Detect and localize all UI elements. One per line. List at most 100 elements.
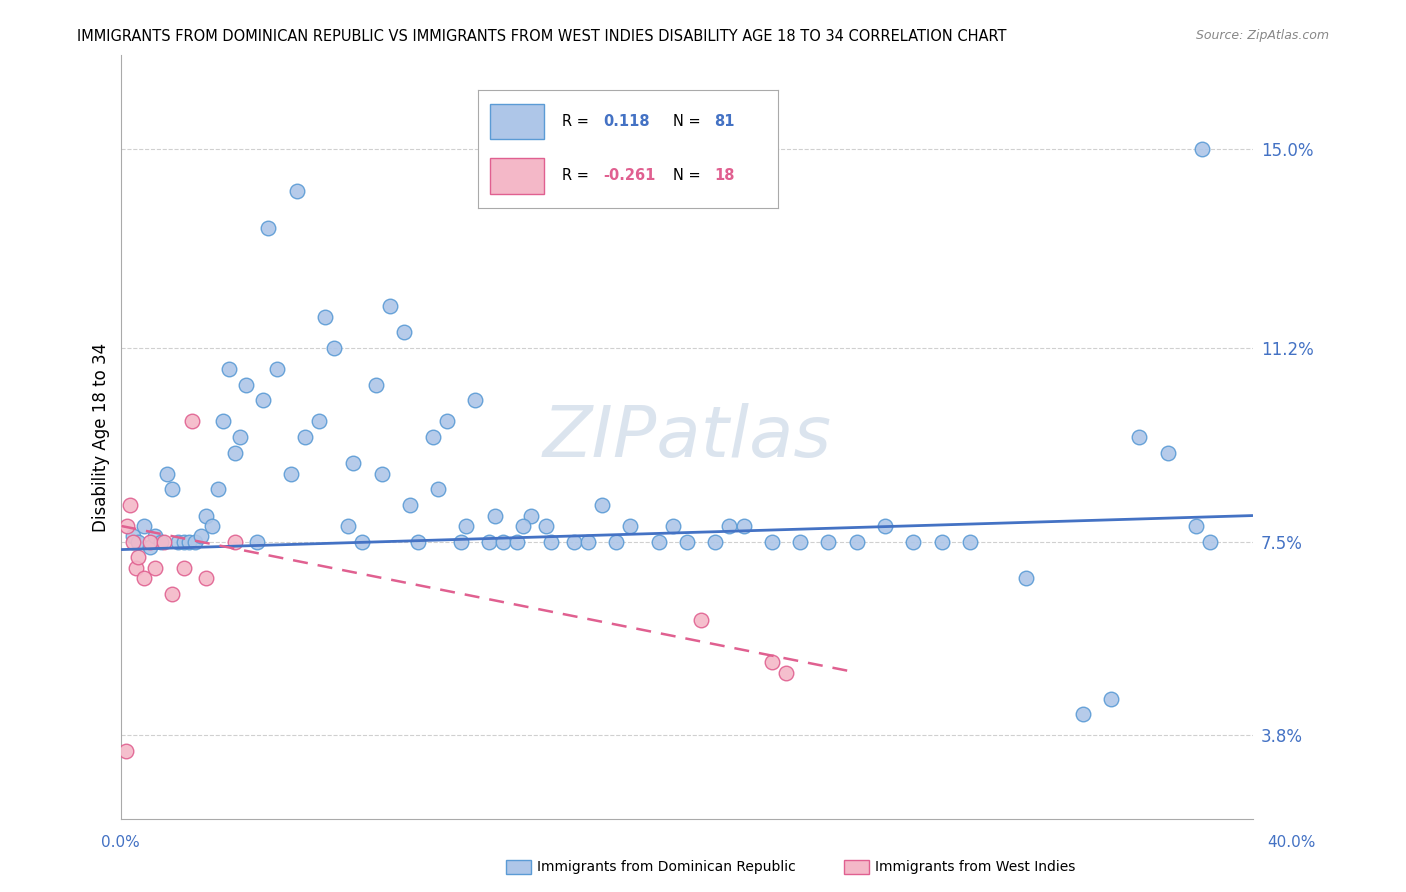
Point bbox=[173, 534, 195, 549]
Point bbox=[179, 534, 201, 549]
Point bbox=[322, 341, 344, 355]
Point bbox=[342, 456, 364, 470]
Point bbox=[224, 446, 246, 460]
Point bbox=[450, 534, 472, 549]
Point bbox=[456, 519, 478, 533]
Point bbox=[132, 519, 155, 533]
Point bbox=[207, 483, 229, 497]
Point bbox=[464, 393, 486, 408]
Point bbox=[285, 184, 308, 198]
Point bbox=[294, 430, 316, 444]
Text: 0.0%: 0.0% bbox=[101, 836, 141, 850]
Point bbox=[280, 467, 302, 481]
Text: IMMIGRANTS FROM DOMINICAN REPUBLIC VS IMMIGRANTS FROM WEST INDIES DISABILITY AGE: IMMIGRANTS FROM DOMINICAN REPUBLIC VS IM… bbox=[77, 29, 1007, 44]
Point bbox=[235, 377, 257, 392]
Point bbox=[903, 534, 925, 549]
Point bbox=[845, 534, 868, 549]
Point bbox=[114, 744, 136, 758]
Point bbox=[364, 377, 387, 392]
Point bbox=[132, 571, 155, 585]
Point bbox=[201, 519, 224, 533]
Point bbox=[145, 561, 167, 575]
Point bbox=[1099, 691, 1122, 706]
Point bbox=[127, 550, 149, 565]
Point bbox=[648, 534, 671, 549]
Text: Immigrants from West Indies: Immigrants from West Indies bbox=[875, 860, 1076, 874]
Point bbox=[690, 613, 713, 627]
Point bbox=[162, 483, 184, 497]
Point bbox=[619, 519, 641, 533]
Point bbox=[1199, 534, 1222, 549]
Point bbox=[492, 534, 515, 549]
Point bbox=[266, 362, 288, 376]
Point bbox=[484, 508, 506, 523]
Point bbox=[1185, 519, 1208, 533]
Point bbox=[145, 529, 167, 543]
Point bbox=[873, 519, 896, 533]
Point bbox=[408, 534, 430, 549]
Point bbox=[789, 534, 811, 549]
Point bbox=[378, 299, 401, 313]
Point bbox=[1071, 707, 1094, 722]
Point bbox=[224, 534, 246, 549]
Point bbox=[162, 587, 184, 601]
Point bbox=[605, 534, 627, 549]
Point bbox=[252, 393, 274, 408]
Point bbox=[733, 519, 755, 533]
Point bbox=[153, 534, 176, 549]
Point bbox=[314, 310, 336, 324]
Point bbox=[775, 665, 797, 680]
Point bbox=[121, 534, 143, 549]
Point bbox=[127, 534, 149, 549]
Point bbox=[718, 519, 741, 533]
Point bbox=[370, 467, 392, 481]
Point bbox=[576, 534, 599, 549]
Point bbox=[190, 529, 212, 543]
Point bbox=[138, 534, 160, 549]
Point bbox=[138, 540, 160, 554]
Point bbox=[173, 561, 195, 575]
Point bbox=[562, 534, 585, 549]
Point bbox=[257, 220, 280, 235]
Text: ZIPatlas: ZIPatlas bbox=[543, 402, 831, 472]
Point bbox=[591, 498, 613, 512]
Point bbox=[506, 534, 529, 549]
Point bbox=[540, 534, 562, 549]
Point bbox=[212, 414, 235, 428]
Point bbox=[436, 414, 458, 428]
Point bbox=[399, 498, 422, 512]
Point bbox=[115, 519, 138, 533]
Text: Immigrants from Dominican Republic: Immigrants from Dominican Republic bbox=[537, 860, 796, 874]
Point bbox=[676, 534, 699, 549]
Point bbox=[181, 414, 204, 428]
Point bbox=[761, 655, 783, 669]
Point bbox=[931, 534, 953, 549]
Point bbox=[422, 430, 444, 444]
Point bbox=[229, 430, 252, 444]
Point bbox=[662, 519, 685, 533]
Point bbox=[704, 534, 727, 549]
Point bbox=[1128, 430, 1150, 444]
Point bbox=[761, 534, 783, 549]
Point bbox=[534, 519, 557, 533]
Point bbox=[218, 362, 240, 376]
Point bbox=[520, 508, 543, 523]
Point bbox=[394, 326, 416, 340]
Point bbox=[427, 483, 450, 497]
Point bbox=[308, 414, 330, 428]
Y-axis label: Disability Age 18 to 34: Disability Age 18 to 34 bbox=[93, 343, 110, 532]
Text: Source: ZipAtlas.com: Source: ZipAtlas.com bbox=[1195, 29, 1329, 42]
Point bbox=[121, 529, 143, 543]
Point bbox=[1191, 142, 1213, 156]
Point bbox=[167, 534, 190, 549]
Point bbox=[156, 467, 179, 481]
Point bbox=[150, 534, 173, 549]
Text: 40.0%: 40.0% bbox=[1268, 836, 1316, 850]
Point bbox=[195, 571, 218, 585]
Point bbox=[336, 519, 359, 533]
Point bbox=[959, 534, 981, 549]
Point bbox=[246, 534, 269, 549]
Point bbox=[350, 534, 373, 549]
Point bbox=[195, 508, 218, 523]
Point bbox=[1015, 571, 1038, 585]
